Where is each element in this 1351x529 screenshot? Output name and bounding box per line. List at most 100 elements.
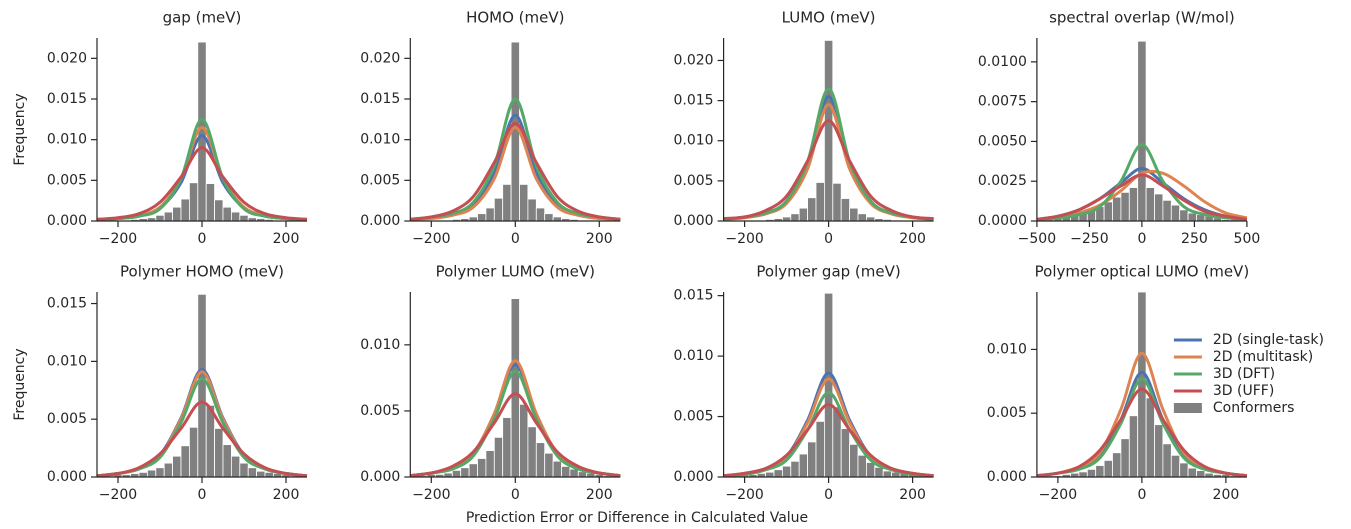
histogram-bar [460,467,470,478]
y-tick-label: 0.005 [47,172,87,188]
histogram-bar [815,420,825,478]
density-line [1036,377,1248,478]
histogram-bar [765,471,775,478]
y-tick-label: 0.010 [360,132,400,148]
density-line [1036,387,1248,478]
y-tick-label: 0.005 [987,405,1027,421]
y-tick-label: 0.020 [360,50,400,66]
histogram-bar [493,436,504,478]
histogram-bar [882,470,893,478]
histogram-bar [155,467,165,478]
histogram-bar [1154,193,1164,222]
histogram-bar [502,417,512,478]
density-line [410,392,621,478]
y-tick-label: 0.0100 [978,54,1027,70]
histogram-bar [1179,209,1189,222]
x-tick-label: −200 [412,487,450,503]
histogram-bar [815,182,825,222]
x-tick-label: 200 [586,231,613,247]
chart-title: Polymer HOMO (meV) [120,263,284,281]
y-tick-label: 0.015 [47,296,87,312]
histogram-bar [1170,204,1181,222]
histogram-bar [214,199,224,222]
histogram-bar [866,216,876,222]
x-tick-label: 200 [273,487,300,503]
histogram-bar [773,469,783,478]
histogram-bar [485,207,495,222]
y-tick-label: 0.010 [674,348,714,364]
histogram-bar [1196,470,1206,478]
y-tick-label: 0.015 [674,93,714,109]
histogram-bar [552,216,562,222]
histogram-bar [798,453,809,478]
density-line [96,117,308,222]
density-line [723,402,934,478]
x-tick-label: 0 [824,231,833,247]
histogram-bar [180,445,190,478]
y-tick-label: 0.000 [360,213,400,229]
y-tick-label: 0.005 [674,173,714,189]
histogram-bar [807,197,817,222]
y-tick-label: 0.020 [674,52,714,68]
histogram-bar [468,463,478,478]
y-tick-label: 0.000 [674,213,714,229]
histogram-bar [172,206,182,222]
y-tick-label: 0.015 [674,288,714,304]
y-tick-label: 0.015 [47,91,87,107]
chart-title: spectral overlap (W/mol) [1049,9,1235,27]
histogram-bar [544,452,554,478]
histogram-bar [477,213,487,222]
histogram-bar [477,458,487,478]
density-line [1036,173,1248,221]
histogram-bar [493,197,504,222]
histogram-bar [146,469,157,478]
x-tick-label: −200 [1039,487,1077,503]
histogram-bar [866,462,876,478]
histogram-bar [485,450,495,478]
histogram-bar [1103,201,1113,222]
x-tick-label: −500 [1018,231,1056,247]
histogram-bar [527,426,537,478]
chart-title: HOMO (meV) [466,9,564,27]
legend-swatch [1173,403,1202,413]
histogram-bar [214,428,224,478]
histogram-bar [874,466,884,478]
histogram-bar [569,468,579,478]
x-axis-label: Prediction Error or Difference in Calcul… [466,510,808,526]
histogram-bar [519,183,529,222]
histogram-bar [790,213,800,222]
histogram-bar [544,213,554,222]
chart-title: Polymer gap (meV) [756,263,900,281]
y-axis-label: Frequency [12,93,28,165]
histogram-bar [519,403,529,478]
histogram-bar [468,216,478,222]
histogram-bar [1162,199,1172,222]
density-line [96,400,308,478]
histogram-bar [824,40,834,222]
x-tick-label: −200 [725,231,763,247]
histogram-bar [502,183,512,222]
x-tick-label: −200 [725,487,763,503]
x-tick-label: −200 [99,231,137,247]
histogram-bar [230,455,241,478]
histogram-bar [1095,465,1105,478]
legend-label: 3D (DFT) [1213,366,1275,382]
histogram-bar [840,428,851,478]
histogram-bar [172,455,182,478]
histogram-bar [798,207,809,222]
x-tick-label: −200 [412,231,450,247]
y-tick-label: 0.0025 [978,173,1027,189]
density-line [410,369,621,478]
histogram-bar [163,462,173,478]
y-tick-label: 0.010 [674,133,714,149]
histogram-bar [163,211,173,222]
x-tick-label: 500 [1234,231,1261,247]
histogram-bar [188,426,199,478]
histogram-bar [205,183,215,222]
y-tick-label: 0.000 [47,469,87,485]
histogram-bar [782,216,792,222]
y-tick-label: 0.0000 [978,213,1027,229]
density-line [410,121,621,221]
histogram-bar [1154,424,1164,478]
histogram-bar [824,292,834,478]
